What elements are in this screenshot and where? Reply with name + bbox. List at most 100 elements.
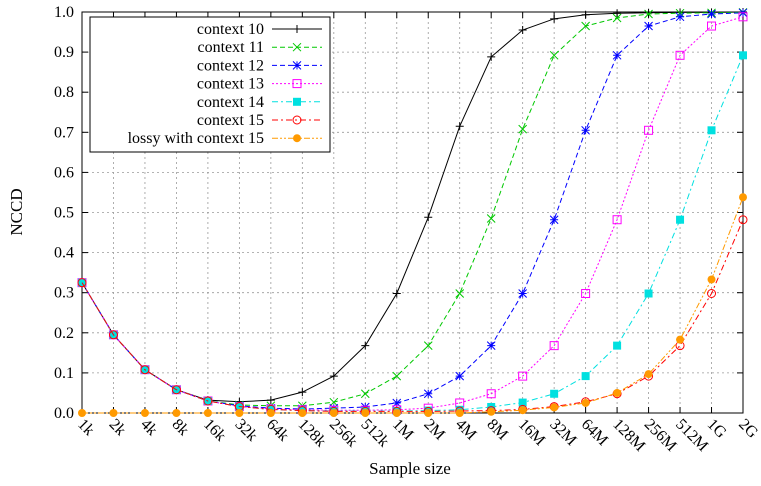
data-point xyxy=(549,341,559,351)
series-line xyxy=(81,219,744,412)
legend-label: context 13 xyxy=(197,76,264,93)
data-point xyxy=(613,388,622,397)
legend-marker xyxy=(293,97,301,106)
y-tick-label: 0.7 xyxy=(54,124,74,141)
data-point xyxy=(644,370,653,379)
data-point xyxy=(486,341,496,350)
data-point xyxy=(738,215,748,225)
x-tick-label: 8M xyxy=(483,416,511,444)
data-point xyxy=(424,213,433,222)
data-point xyxy=(612,50,622,60)
data-point xyxy=(108,330,118,340)
x-tick-label: 512M xyxy=(672,416,711,455)
data-point xyxy=(644,9,653,19)
data-point xyxy=(549,215,559,225)
data-point xyxy=(109,409,118,417)
data-point xyxy=(707,126,716,135)
data-point xyxy=(487,407,496,416)
data-point xyxy=(140,409,149,417)
x-tick-label: 64M xyxy=(578,416,611,449)
y-tick-label: 0.5 xyxy=(54,205,74,222)
data-point xyxy=(644,125,654,135)
data-point xyxy=(78,409,86,417)
x-tick-label: 2G xyxy=(735,416,761,442)
data-point xyxy=(423,389,433,399)
data-point xyxy=(518,371,528,381)
data-point xyxy=(486,214,496,223)
y-tick-label: 0.8 xyxy=(54,84,74,101)
data-point xyxy=(266,396,275,405)
y-axis: 0.0 0.1 0.2 0.3 0.4 0.5 0.6 0.7 0.8 0.9 1.0 xyxy=(54,4,743,422)
data-point xyxy=(424,409,433,417)
x-tick-label: 32k xyxy=(232,416,261,445)
data-point xyxy=(550,389,559,398)
data-point xyxy=(550,403,559,412)
legend-marker xyxy=(292,42,302,52)
data-point xyxy=(739,51,747,60)
data-point xyxy=(518,406,527,415)
data-point xyxy=(581,21,590,31)
x-tick-label: 128k xyxy=(295,416,330,451)
legend-marker xyxy=(293,134,301,143)
x-tick-label: 256k xyxy=(326,416,361,451)
x-tick-label: 512k xyxy=(357,416,392,451)
data-point xyxy=(361,341,370,350)
data-point xyxy=(360,389,370,399)
x-tick-label: 1M xyxy=(389,416,417,444)
x-tick-label: 256M xyxy=(641,416,680,455)
data-point xyxy=(487,52,496,61)
x-tick-label: 16k xyxy=(200,416,229,445)
y-tick-label: 0.6 xyxy=(54,164,74,181)
data-point xyxy=(613,341,622,350)
legend-marker xyxy=(292,79,302,89)
data-point xyxy=(676,335,685,344)
series-lossy-with-context-15 xyxy=(78,193,747,417)
data-point xyxy=(675,50,685,60)
x-tick-label: 64k xyxy=(263,416,292,445)
legend-label: context 14 xyxy=(197,94,264,111)
data-point xyxy=(329,409,338,417)
x-tick-label: 4k xyxy=(137,416,160,439)
data-point xyxy=(361,409,370,417)
series-line xyxy=(81,55,744,412)
data-point xyxy=(77,278,87,288)
data-point xyxy=(613,9,622,18)
x-tick-label: 1k xyxy=(74,416,97,439)
x-tick-label: 2M xyxy=(420,416,448,444)
data-point xyxy=(581,398,590,407)
x-axis-title: Sample size xyxy=(369,459,451,478)
legend-item: context 13 xyxy=(197,76,322,93)
x-tick-label: 8k xyxy=(169,416,192,439)
y-tick-label: 0.9 xyxy=(54,44,74,61)
data-point xyxy=(581,289,591,299)
data-point xyxy=(486,389,496,399)
legend-label: context 11 xyxy=(198,39,265,56)
y-tick-label: 0.0 xyxy=(54,405,74,422)
data-point xyxy=(707,275,716,284)
x-tick-label: 16M xyxy=(515,416,548,449)
data-point xyxy=(518,398,527,407)
legend-item: context 10 xyxy=(197,21,322,38)
x-tick-label: 32M xyxy=(546,416,579,449)
data-point xyxy=(707,21,717,31)
legend-label: context 10 xyxy=(197,21,264,38)
legend-marker xyxy=(293,25,301,33)
y-tick-label: 0.2 xyxy=(54,325,74,342)
data-point xyxy=(455,289,465,298)
legend-item: context 15 xyxy=(197,112,322,129)
legend-item: context 11 xyxy=(198,39,322,56)
data-point xyxy=(329,372,338,381)
data-point xyxy=(644,8,653,17)
x-tick-label: 128M xyxy=(609,416,648,455)
data-point xyxy=(739,193,747,202)
data-point xyxy=(392,371,402,381)
y-axis-title: NCCD xyxy=(7,188,26,235)
data-point xyxy=(518,289,528,298)
data-point xyxy=(518,124,528,134)
data-point xyxy=(644,21,653,31)
legend-label: context 15 xyxy=(197,112,264,129)
data-point xyxy=(203,409,212,417)
